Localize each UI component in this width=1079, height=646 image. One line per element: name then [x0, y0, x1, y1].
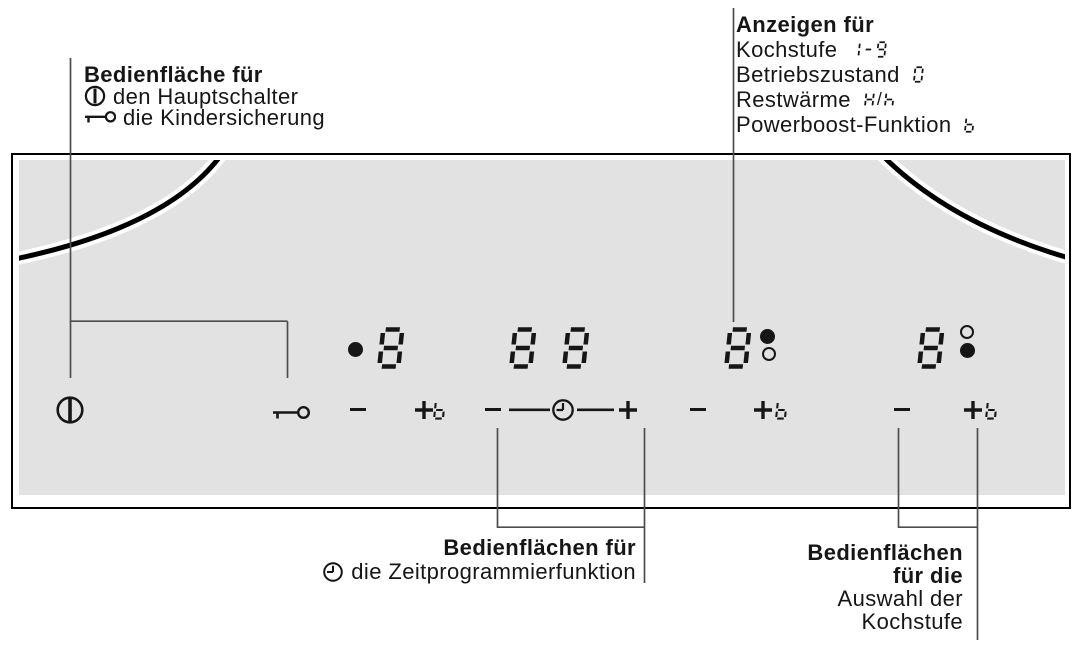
- annotation-text: die Kindersicherung: [123, 105, 326, 130]
- seven-segment-symbol: [964, 116, 975, 133]
- annotation-text: Auswahl der: [837, 586, 963, 611]
- zone-mid-boost-button[interactable]: [775, 400, 788, 420]
- zone-mid-plus-button[interactable]: [753, 400, 773, 425]
- annotation-text: den Hauptschalter: [113, 83, 299, 109]
- annotation-text: Powerboost-Funktion: [736, 112, 952, 137]
- clock-icon: [323, 562, 344, 582]
- key-icon: [85, 111, 116, 123]
- seven-segment-symbol: [850, 41, 888, 58]
- clock-icon: [552, 399, 574, 421]
- power-icon: [84, 85, 106, 107]
- plus-icon: [753, 401, 772, 419]
- burner-arc-right: [877, 160, 1065, 264]
- burner-arc-left: [19, 160, 221, 261]
- cooking-zone-left-display: [377, 327, 405, 369]
- timer-button[interactable]: [551, 398, 575, 427]
- callout-line-kochstufe: [897, 428, 979, 640]
- zone-left-minus-button[interactable]: [349, 408, 366, 412]
- annotation-title: Bedienflächen: [807, 540, 963, 565]
- timer-minus-button[interactable]: [484, 408, 501, 412]
- annotation-text: Betriebszustand: [736, 62, 900, 87]
- annotation-bottom-center: Bedienflächen für die Zeitprogrammierfun…: [322, 536, 636, 584]
- callout-line-timer: [496, 428, 646, 583]
- zone-right-boost-button[interactable]: [985, 400, 998, 420]
- burner-arc-right: [883, 160, 1065, 260]
- annotation-text: Restwärme: [736, 87, 851, 112]
- zone-right-plus-button[interactable]: [963, 400, 983, 425]
- zone-indicator-dot: [762, 347, 776, 361]
- zone-mid-minus-button[interactable]: [689, 408, 706, 412]
- zone-indicator-dot: [960, 325, 974, 339]
- annotation-title: Bedienfläche für: [84, 62, 263, 87]
- zone-indicator-dot: [760, 329, 775, 344]
- zone-left-boost-button[interactable]: [433, 400, 446, 420]
- annotation-text: Kochstufe: [736, 37, 838, 62]
- annotation-title: Bedienflächen für: [443, 535, 636, 560]
- annotation-top-right: Anzeigen für Kochstufe Betriebszustand R…: [736, 12, 975, 137]
- pot-indicator-dot: [348, 342, 363, 357]
- callout-line-power-childlock: [69, 58, 289, 378]
- annotation-top-left: Bedienfläche für den Hauptschalter die K…: [84, 62, 326, 130]
- plus-icon: [963, 401, 982, 419]
- burner-arc-left: [19, 160, 226, 265]
- power-icon: [56, 396, 84, 424]
- annotation-text: die Zeitprogrammierfunktion: [351, 559, 636, 584]
- power-button[interactable]: [55, 395, 85, 430]
- timer-display: [509, 327, 590, 369]
- cooking-zone-right-display: [917, 327, 945, 369]
- cooking-zone-mid-display: [724, 327, 752, 369]
- childlock-button[interactable]: [271, 403, 311, 427]
- annotation-title: Anzeigen für: [736, 12, 875, 37]
- plus-icon: [415, 401, 433, 419]
- annotation-bottom-right: Bedienflächen für die Auswahl der Kochst…: [807, 541, 963, 633]
- plus-icon: [619, 401, 637, 419]
- seven-segment-symbol: [912, 66, 924, 83]
- annotation-text: Kochstufe: [861, 609, 963, 634]
- zone-left-plus-button[interactable]: [414, 400, 434, 425]
- zone-right-minus-button[interactable]: [893, 408, 910, 412]
- cooktop-panel-surface: [19, 160, 1065, 495]
- timer-plus-button[interactable]: [618, 400, 638, 425]
- annotation-title: für die: [892, 563, 963, 588]
- key-icon: [273, 405, 311, 420]
- seven-segment-symbol: /: [864, 88, 895, 109]
- zone-indicator-dot: [960, 343, 975, 358]
